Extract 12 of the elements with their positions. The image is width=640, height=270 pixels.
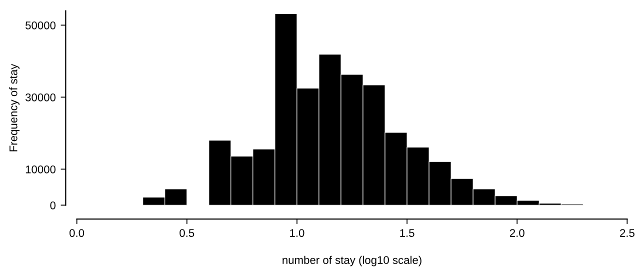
y-tick-label: 50000 — [26, 21, 56, 30]
y-tick-label: 30000 — [25, 93, 56, 102]
y-tick-label: 0 — [50, 201, 56, 210]
x-tick-label: 1.0 — [290, 229, 304, 237]
x-axis-title: number of stay (log10 scale) — [282, 256, 422, 266]
y-tick-label: 10000 — [26, 165, 56, 174]
x-tick-label: 0.5 — [180, 229, 194, 237]
y-axis-title: Frequency of stay — [9, 64, 20, 152]
x-tick-label: 1.5 — [400, 229, 414, 237]
x-tick-label: 2.0 — [510, 229, 524, 237]
x-tick-label: 2.5 — [620, 229, 634, 237]
x-tick-label: 0.0 — [70, 229, 84, 237]
